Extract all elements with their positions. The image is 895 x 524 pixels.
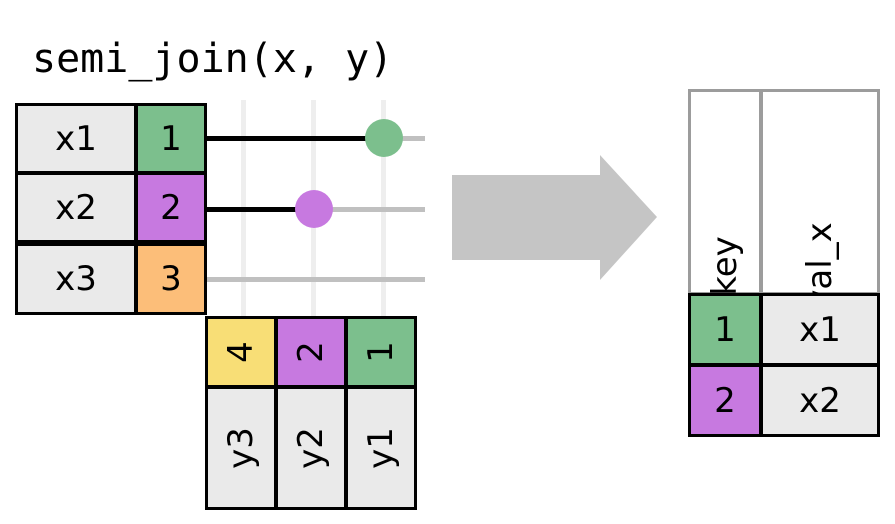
x-table-cell-val-1: x1 xyxy=(15,103,137,174)
x-table-cell-key-1: 1 xyxy=(135,103,207,174)
y-table-cell-val-y3: y3 xyxy=(205,386,277,510)
y-table-key-y1: 1 xyxy=(360,341,401,363)
result-val-1: x1 xyxy=(799,309,841,350)
y-table-cell-key-y2: 2 xyxy=(275,316,347,388)
x-table-val-3: x3 xyxy=(55,259,97,299)
y-table-key-y3: 4 xyxy=(220,341,261,363)
x-table-cell-val-3: x3 xyxy=(15,243,137,315)
result-arrow-icon xyxy=(452,155,657,280)
y-table-val-y1: y1 xyxy=(360,427,401,469)
x-table-val-1: x1 xyxy=(55,118,97,159)
result-table-header-val-x: val_x xyxy=(760,89,880,310)
x-table-cell-val-2: x2 xyxy=(15,172,137,243)
y-table-cell-val-y2: y2 xyxy=(275,386,347,510)
x-table-cell-key-3: 3 xyxy=(135,243,207,315)
result-table-cell-key-1: 1 xyxy=(688,293,762,366)
y-table-cell-key-y1: 1 xyxy=(345,316,417,388)
connector-row2-to-y2 xyxy=(205,207,315,212)
result-table-header-key: key xyxy=(688,89,762,296)
y-table-cell-key-y3: 4 xyxy=(205,316,277,388)
result-key-2: 2 xyxy=(714,380,736,421)
result-val-2: x2 xyxy=(799,380,841,421)
result-table-cell-val-1: x1 xyxy=(760,293,880,366)
x-table-key-2: 2 xyxy=(160,187,182,228)
result-key-1: 1 xyxy=(714,309,736,350)
x-table-key-3: 3 xyxy=(160,259,182,299)
result-header-key-label: key xyxy=(705,236,745,296)
x-table-key-1: 1 xyxy=(160,118,182,159)
y-table-key-y2: 2 xyxy=(290,341,331,363)
x-table-val-2: x2 xyxy=(55,187,97,228)
y-table-val-y3: y3 xyxy=(220,427,261,469)
page-title: semi_join(x, y) xyxy=(32,36,394,82)
x-table-cell-key-2: 2 xyxy=(135,172,207,243)
y-table-cell-val-y1: y1 xyxy=(345,386,417,510)
result-table-cell-val-2: x2 xyxy=(760,364,880,437)
connector-row1-to-y1 xyxy=(205,136,385,141)
match-dot-row2-y2 xyxy=(295,190,333,228)
result-table-cell-key-2: 2 xyxy=(688,364,762,437)
gridline-horizontal-row3 xyxy=(205,277,425,282)
y-table-val-y2: y2 xyxy=(290,427,331,469)
match-dot-row1-y1 xyxy=(365,119,403,157)
